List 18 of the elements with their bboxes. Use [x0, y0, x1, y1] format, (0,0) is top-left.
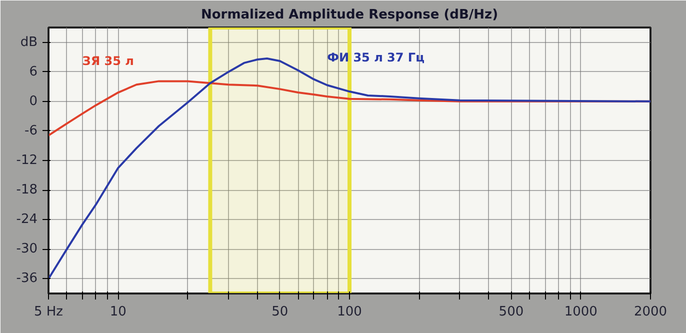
y-tick-label: 6 — [29, 64, 38, 80]
x-tick-label: 500 — [498, 304, 524, 320]
x-tick-label: 5 Hz — [34, 304, 64, 320]
series-label: ЗЯ 35 л — [82, 54, 134, 68]
x-tick-label: 10 — [110, 304, 126, 320]
y-tick-label: -36 — [16, 271, 38, 286]
x-tick-label: 100 — [337, 304, 362, 320]
y-tick-label: -30 — [16, 242, 38, 257]
chart-title: Normalized Amplitude Response (dB/Hz) — [200, 8, 498, 22]
y-tick-label: 0 — [29, 94, 38, 109]
y-tick-label: -6 — [24, 123, 38, 138]
y-tick-label: dB — [20, 34, 38, 50]
y-tick-label: -12 — [16, 153, 38, 168]
x-tick-label: 1000 — [564, 304, 598, 320]
x-tick-label: 50 — [272, 304, 288, 320]
y-tick-label: -24 — [16, 212, 38, 228]
y-tick-label: -18 — [16, 182, 38, 198]
x-tick-label: 2000 — [634, 304, 668, 320]
